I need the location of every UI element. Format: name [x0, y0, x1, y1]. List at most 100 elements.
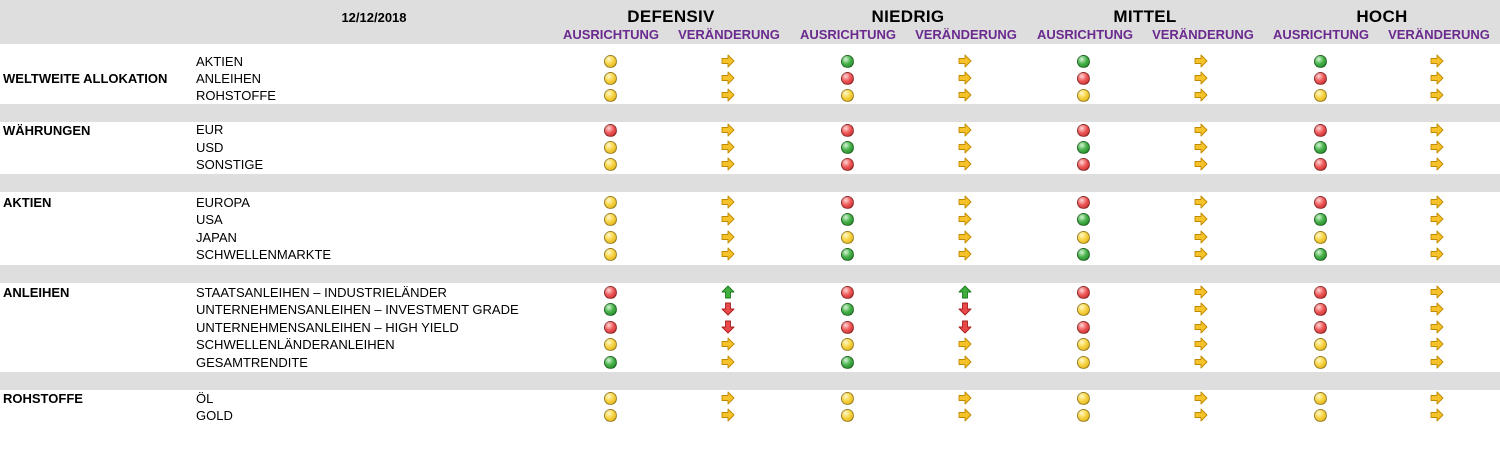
arrow-right-icon: [1430, 247, 1444, 261]
report-date: 12/12/2018: [341, 10, 407, 25]
ausrichtung-hoch-indicator: [1311, 406, 1329, 424]
ausrichtung-niedrig-indicator: [838, 300, 856, 318]
veraenderung-mittel-indicator: [1192, 86, 1210, 104]
yellow-dot-icon: [1314, 338, 1327, 351]
yellow-dot-icon: [1077, 338, 1090, 351]
yellow-dot-icon: [604, 72, 617, 85]
veraenderung-hoch-indicator: [1428, 283, 1446, 301]
row-label-gold: GOLD: [196, 408, 233, 423]
veraenderung-niedrig-indicator: [956, 300, 974, 318]
yellow-dot-icon: [604, 409, 617, 422]
ausrichtung-mittel-indicator: [1074, 69, 1092, 87]
green-dot-icon: [841, 356, 854, 369]
red-dot-icon: [1314, 286, 1327, 299]
arrow-right-icon: [721, 337, 735, 351]
arrow-right-icon: [1194, 408, 1208, 422]
arrow-right-icon: [1194, 337, 1208, 351]
red-dot-icon: [604, 124, 617, 137]
col-ausrichtung-mittel: AUSRICHTUNG: [1036, 27, 1134, 42]
yellow-dot-icon: [1314, 356, 1327, 369]
veraenderung-hoch-indicator: [1428, 86, 1446, 104]
ausrichtung-hoch-indicator: [1311, 283, 1329, 301]
arrow-right-icon: [1194, 157, 1208, 171]
ausrichtung-defensiv-indicator: [601, 138, 619, 156]
ausrichtung-hoch-indicator: [1311, 52, 1329, 70]
ausrichtung-mittel-indicator: [1074, 138, 1092, 156]
ausrichtung-defensiv-indicator: [601, 335, 619, 353]
arrow-right-icon: [1194, 54, 1208, 68]
ausrichtung-niedrig-indicator: [838, 86, 856, 104]
arrow-right-icon: [1194, 355, 1208, 369]
ausrichtung-hoch-indicator: [1311, 193, 1329, 211]
red-dot-icon: [1314, 321, 1327, 334]
arrow-right-icon: [1430, 285, 1444, 299]
green-dot-icon: [604, 303, 617, 316]
yellow-dot-icon: [1314, 392, 1327, 405]
yellow-dot-icon: [841, 409, 854, 422]
veraenderung-defensiv-indicator: [719, 406, 737, 424]
arrow-down-icon: [721, 320, 735, 334]
veraenderung-niedrig-indicator: [956, 353, 974, 371]
ausrichtung-defensiv-indicator: [601, 283, 619, 301]
veraenderung-defensiv-indicator: [719, 335, 737, 353]
red-dot-icon: [1077, 321, 1090, 334]
arrow-right-icon: [1194, 247, 1208, 261]
veraenderung-hoch-indicator: [1428, 193, 1446, 211]
arrow-right-icon: [958, 88, 972, 102]
ausrichtung-defensiv-indicator: [601, 389, 619, 407]
ausrichtung-defensiv-indicator: [601, 121, 619, 139]
ausrichtung-mittel-indicator: [1074, 193, 1092, 211]
green-dot-icon: [841, 55, 854, 68]
veraenderung-hoch-indicator: [1428, 138, 1446, 156]
arrow-right-icon: [1194, 71, 1208, 85]
arrow-right-icon: [1430, 320, 1444, 334]
red-dot-icon: [604, 321, 617, 334]
red-dot-icon: [841, 158, 854, 171]
green-dot-icon: [1077, 141, 1090, 154]
red-dot-icon: [1077, 286, 1090, 299]
red-dot-icon: [1077, 72, 1090, 85]
arrow-right-icon: [1194, 123, 1208, 137]
red-dot-icon: [1314, 158, 1327, 171]
arrow-right-icon: [1430, 230, 1444, 244]
veraenderung-mittel-indicator: [1192, 318, 1210, 336]
table-header: 12/12/2018 DEFENSIV NIEDRIG MITTEL HOCH …: [0, 0, 1500, 44]
veraenderung-mittel-indicator: [1192, 353, 1210, 371]
ausrichtung-defensiv-indicator: [601, 406, 619, 424]
veraenderung-mittel-indicator: [1192, 210, 1210, 228]
ausrichtung-niedrig-indicator: [838, 335, 856, 353]
veraenderung-defensiv-indicator: [719, 389, 737, 407]
arrow-right-icon: [1430, 302, 1444, 316]
ausrichtung-hoch-indicator: [1311, 353, 1329, 371]
ausrichtung-niedrig-indicator: [838, 283, 856, 301]
ausrichtung-niedrig-indicator: [838, 121, 856, 139]
green-dot-icon: [1077, 248, 1090, 261]
veraenderung-mittel-indicator: [1192, 228, 1210, 246]
yellow-dot-icon: [1314, 89, 1327, 102]
veraenderung-defensiv-indicator: [719, 300, 737, 318]
red-dot-icon: [841, 321, 854, 334]
col-veraenderung-niedrig: VERÄNDERUNG: [915, 27, 1017, 42]
arrow-down-icon: [721, 302, 735, 316]
arrow-up-icon: [721, 285, 735, 299]
section-separator: [0, 265, 1500, 283]
arrow-right-icon: [721, 195, 735, 209]
arrow-right-icon: [1430, 157, 1444, 171]
profile-mittel-title: MITTEL: [1113, 7, 1177, 26]
arrow-right-icon: [721, 88, 735, 102]
yellow-dot-icon: [1077, 89, 1090, 102]
arrow-right-icon: [1430, 123, 1444, 137]
ausrichtung-mittel-indicator: [1074, 210, 1092, 228]
arrow-right-icon: [958, 157, 972, 171]
veraenderung-niedrig-indicator: [956, 228, 974, 246]
ausrichtung-hoch-indicator: [1311, 318, 1329, 336]
ausrichtung-defensiv-indicator: [601, 353, 619, 371]
arrow-right-icon: [1430, 337, 1444, 351]
category-weltweite-allokation: WELTWEITE ALLOKATION: [3, 71, 168, 86]
yellow-dot-icon: [604, 231, 617, 244]
ausrichtung-hoch-indicator: [1311, 228, 1329, 246]
ausrichtung-hoch-indicator: [1311, 86, 1329, 104]
profile-hoch-title: HOCH: [1356, 7, 1408, 26]
yellow-dot-icon: [841, 338, 854, 351]
ausrichtung-mittel-indicator: [1074, 245, 1092, 263]
